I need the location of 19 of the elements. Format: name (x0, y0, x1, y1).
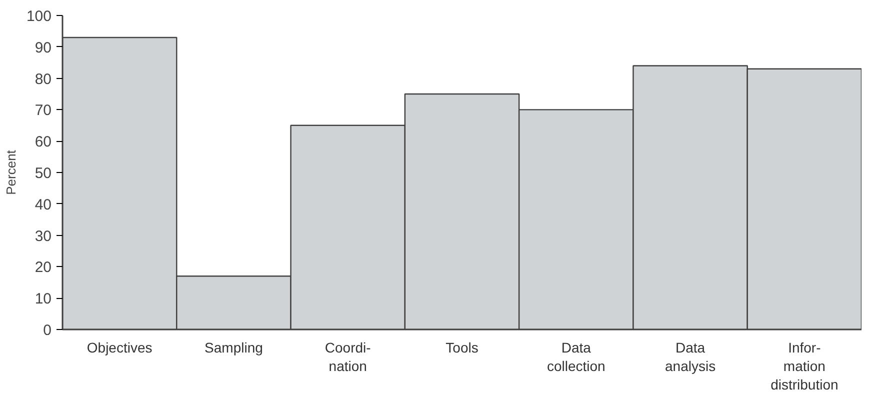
x-tick-label: Objectives (86, 340, 152, 356)
y-tick-label: 80 (34, 70, 52, 88)
x-tick-label: Sampling (204, 340, 263, 356)
y-tick-label: 10 (34, 290, 52, 308)
y-tick-label: 90 (34, 39, 52, 56)
x-tick-label: Infor- mation distribution (770, 340, 838, 392)
y-tick-label: 70 (34, 102, 52, 120)
y-tick-label: 0 (43, 322, 52, 339)
x-tick-label: Data collection (546, 340, 606, 374)
y-tick-label: 20 (34, 259, 52, 276)
y-tick-label: 50 (34, 165, 52, 182)
y-tick-label: 60 (34, 134, 52, 151)
y-axis-title: Percent (3, 150, 18, 195)
y-tick-label: 40 (34, 196, 52, 214)
y-tick-label: 100 (26, 8, 52, 25)
y-tick-label: 30 (34, 228, 52, 245)
x-tick-label: Coordi- nation (324, 340, 372, 374)
x-tick-label: Data analysis (664, 340, 716, 374)
x-tick-label: Tools (446, 340, 478, 356)
